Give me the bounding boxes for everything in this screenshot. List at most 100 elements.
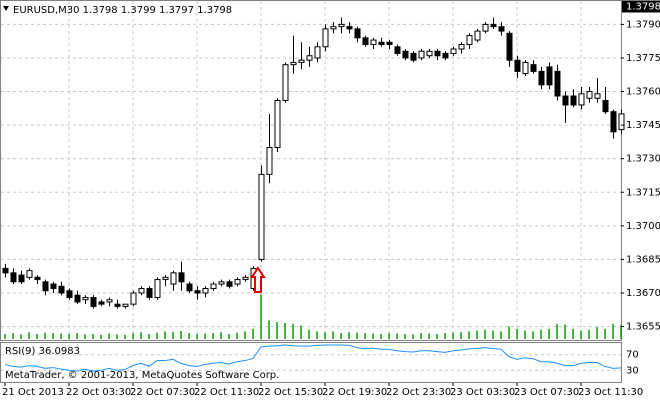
last-price-box [622,0,660,13]
y-tick-label: 1.3775 [626,53,660,64]
candle-body [290,61,297,66]
y-tick-label: 1.3730 [626,154,660,165]
candle-body [450,48,457,54]
candle-body [282,64,289,101]
candle-body [394,46,401,54]
candle-body [418,50,425,59]
candle-body [2,267,9,274]
candle-body [570,95,577,106]
candle-body [202,288,209,294]
footer: MetaTrader, © 2001-2013, MetaQuotes Soft… [5,370,279,381]
candle-body [218,281,225,285]
candle-body [242,276,249,281]
candle-body [330,26,337,30]
candle-body [130,292,137,305]
candle-body [50,283,57,290]
y-tick-label: 1.3685 [626,254,660,265]
candle-body [154,279,161,298]
candle-body [66,290,73,298]
candle-body [498,26,505,32]
candle-body [194,290,201,294]
y-tick-label: 1.3655 [626,322,660,333]
candle-body [170,272,177,285]
candle-body [266,146,273,175]
y-tick-label: 1.3745 [626,120,660,131]
candle-body [434,50,441,57]
candle-body [514,59,521,72]
candle-body [58,285,65,294]
candle-body [258,173,265,260]
x-tick-label: 22 Oct 15:30 [258,387,323,398]
x-tick-label: 22 Oct 03:30 [66,387,131,398]
rsi-panel [0,342,622,383]
x-tick-label: 23 Oct 03:30 [450,387,515,398]
candle-body [426,50,433,57]
candle-body [210,283,217,290]
y-tick-label: 1.3670 [626,288,660,299]
candle-body [402,50,409,59]
candle-body [346,26,353,30]
candle-body [114,303,121,307]
candle-body [10,272,17,283]
rsi-tick-label: 30 [626,365,639,376]
chart-title: EURUSD,M30 1.3798 1.3799 1.3797 1.3798 [13,5,232,16]
candle-body [90,296,97,307]
candle-body [370,39,377,46]
candle-body [538,70,545,86]
candle-body [42,281,49,292]
candle-body [82,296,89,301]
y-tick-label: 1.3700 [626,221,660,232]
candle-body [226,281,233,287]
candle-body [122,303,129,307]
y-tick-label: 1.3790 [626,19,660,30]
candle-body [26,270,33,278]
x-tick-label: 22 Oct 19:30 [322,387,387,398]
rsi-tick-label: 70 [626,350,639,361]
x-tick-label: 22 Oct 07:30 [130,387,195,398]
buy-arrow [250,266,266,293]
candle-body [546,66,553,86]
candle-body [490,23,497,28]
candle-body [506,32,513,61]
candle-body [338,23,345,28]
candle-body [74,294,81,303]
candle-body [106,299,113,303]
candle-body [458,44,465,50]
candle-body [562,95,569,106]
rsi-label: RSI(9) 36.0983 [5,346,80,357]
candle-body [314,46,321,59]
grid [1,1,621,371]
x-tick-label: 22 Oct 11:30 [194,387,259,398]
symbol-icon [3,6,9,11]
candle-body [522,61,529,75]
candle-body [178,272,185,283]
candle-body [378,41,385,46]
price-panel [0,0,622,341]
candle-body [482,23,489,32]
candle-body [306,55,313,61]
candle-body [466,35,473,46]
candle-body [578,93,585,106]
y-tick-label: 1.3715 [626,187,660,198]
candle-body [34,276,41,281]
x-tick-label: 23 Oct 07:30 [514,387,579,398]
x-tick-label: 22 Oct 23:30 [386,387,451,398]
last-price-label: 1.3798 [626,1,660,12]
candle-body [98,301,105,305]
candle-body [530,64,537,72]
candle-body [162,276,169,281]
candle-body [354,28,361,39]
candle-body [618,113,625,131]
candle-body [474,30,481,41]
candle-body [18,274,25,283]
candle-body [594,93,601,99]
rsi-line [4,344,622,372]
candle-body [274,99,281,148]
candle-body [610,111,617,133]
candle-body [386,41,393,46]
candle-body [586,91,593,99]
candle-body [442,52,449,59]
candle-body [410,52,417,61]
candle-body [554,70,561,97]
